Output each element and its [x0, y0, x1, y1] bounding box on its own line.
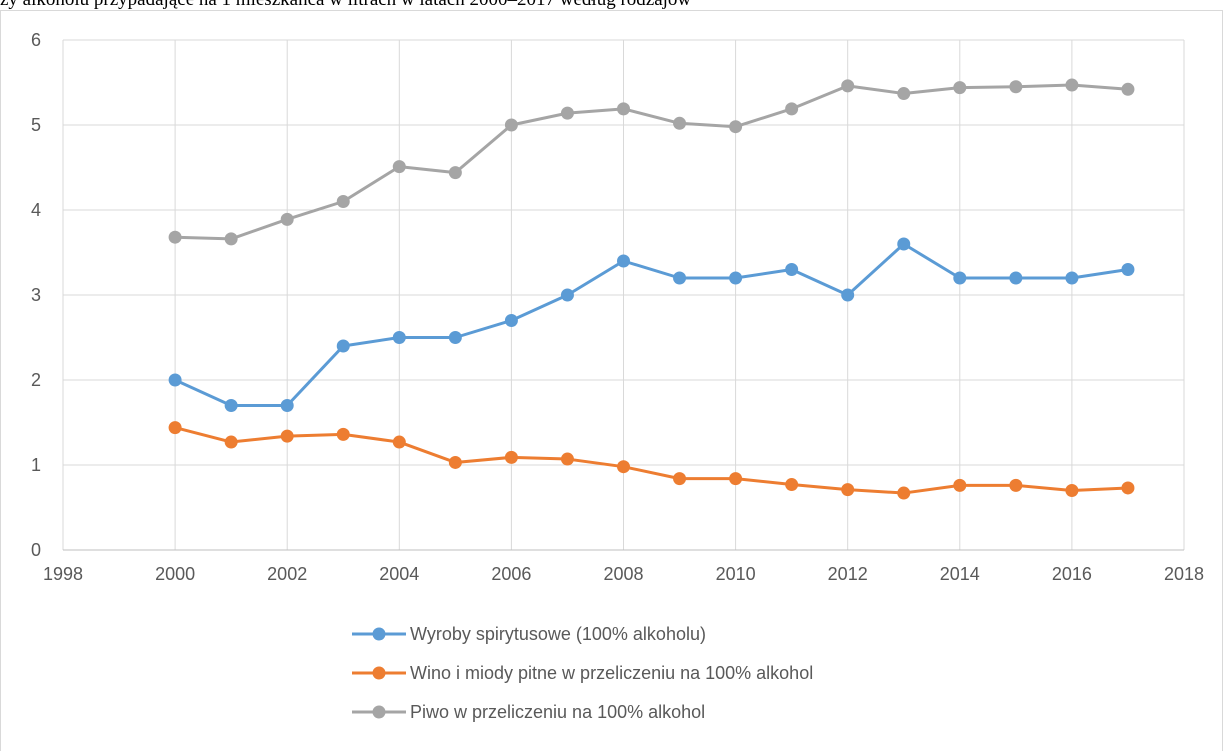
- data-point: [336, 427, 350, 441]
- legend-marker: [372, 705, 386, 719]
- data-point: [336, 195, 350, 208]
- data-point: [729, 271, 743, 285]
- data-point: [729, 120, 743, 134]
- y-tick-label: 6: [31, 30, 41, 50]
- data-point: [785, 263, 799, 276]
- x-tick-label: 1998: [43, 564, 83, 584]
- data-point: [1009, 80, 1023, 94]
- series-2: [168, 421, 1135, 500]
- x-tick-label: 2012: [828, 564, 868, 584]
- series-line: [175, 83, 1129, 241]
- y-tick-labels: 0 1 2 3 4 5 6: [31, 30, 41, 560]
- data-point: [785, 478, 799, 492]
- data-point: [729, 472, 743, 486]
- series-line: [174, 426, 1129, 495]
- legend-label: Wyroby spirytusowe (100% alkoholu): [410, 624, 706, 644]
- x-tick-label: 2018: [1164, 564, 1204, 584]
- data-point: [392, 331, 406, 344]
- chart-frame: [0, 10, 1223, 751]
- data-point: [1009, 271, 1023, 285]
- data-point: [1121, 481, 1135, 495]
- data-point: [897, 486, 911, 500]
- legend-entry-3: Piwo w przeliczeniu na 100% alkohol: [352, 702, 705, 722]
- data-point: [224, 232, 238, 246]
- data-point: [560, 106, 574, 120]
- data-point: [617, 102, 630, 116]
- data-point: [448, 455, 462, 469]
- data-point: [280, 429, 294, 443]
- data-point: [673, 271, 687, 285]
- data-point: [504, 118, 518, 132]
- data-point: [617, 460, 630, 474]
- data-point: [560, 452, 574, 466]
- legend: Wyroby spirytusowe (100% alkoholu) Wino i…: [352, 624, 813, 722]
- data-point: [897, 237, 911, 251]
- data-point: [617, 254, 630, 268]
- data-point: [785, 102, 799, 116]
- data-point: [1065, 78, 1079, 92]
- y-tick-label: 3: [31, 285, 41, 305]
- data-point: [168, 421, 182, 435]
- data-point: [953, 271, 967, 285]
- data-point: [673, 116, 687, 130]
- data-point: [504, 314, 518, 327]
- data-point: [448, 331, 462, 344]
- axes: [62, 40, 1184, 551]
- series-line: [174, 242, 1129, 407]
- x-tick-label: 2014: [940, 564, 980, 584]
- data-point: [504, 450, 518, 464]
- data-point: [392, 435, 406, 449]
- caption-text: ży alkoholu przypadające na 1 mieszkańca…: [0, 0, 1224, 11]
- data-point: [168, 230, 182, 244]
- data-point: [448, 166, 462, 180]
- series-1: [168, 237, 1135, 412]
- data-point: [841, 79, 855, 93]
- data-point: [1065, 271, 1079, 285]
- data-point: [280, 212, 294, 226]
- data-point: [841, 483, 855, 497]
- data-point: [1009, 478, 1023, 492]
- y-tick-label: 2: [31, 370, 41, 390]
- data-point: [673, 472, 687, 486]
- data-point: [841, 288, 855, 302]
- legend-label: Piwo w przeliczeniu na 100% alkohol: [410, 702, 705, 722]
- x-tick-label: 2008: [603, 564, 643, 584]
- data-point: [953, 81, 967, 95]
- y-tick-label: 0: [31, 540, 41, 560]
- data-point: [224, 435, 238, 449]
- x-tick-labels: 1998 2000 2002 2004 2006 2008 2010 2012 2014 2016…: [43, 564, 1204, 584]
- x-tick-label: 2010: [716, 564, 756, 584]
- legend-entry-2: Wino i miody pitne w przeliczeniu na 100…: [352, 663, 813, 683]
- data-point: [224, 399, 238, 412]
- series-3: [168, 78, 1135, 246]
- data-point: [560, 288, 574, 302]
- data-point: [392, 160, 406, 174]
- gridlines: [63, 39, 1185, 550]
- data-point: [280, 399, 294, 412]
- y-tick-label: 1: [31, 455, 41, 475]
- x-tick-label: 2016: [1052, 564, 1092, 584]
- y-tick-label: 4: [31, 200, 41, 220]
- x-tick-label: 2002: [267, 564, 307, 584]
- data-point: [168, 373, 182, 387]
- data-point: [1121, 263, 1135, 276]
- x-tick-label: 2000: [155, 564, 195, 584]
- x-tick-label: 2004: [379, 564, 419, 584]
- data-point: [336, 339, 350, 353]
- y-tick-label: 5: [31, 115, 41, 135]
- legend-label: Wino i miody pitne w przeliczeniu na 100…: [410, 663, 813, 683]
- x-tick-label: 2006: [491, 564, 531, 584]
- data-point: [897, 87, 911, 101]
- data-point: [953, 478, 967, 492]
- legend-entry-1: Wyroby spirytusowe (100% alkoholu): [352, 624, 706, 644]
- data-point: [1121, 82, 1135, 96]
- data-series: [168, 78, 1135, 500]
- legend-marker: [372, 627, 386, 641]
- data-point: [1065, 484, 1079, 497]
- legend-marker: [372, 666, 386, 680]
